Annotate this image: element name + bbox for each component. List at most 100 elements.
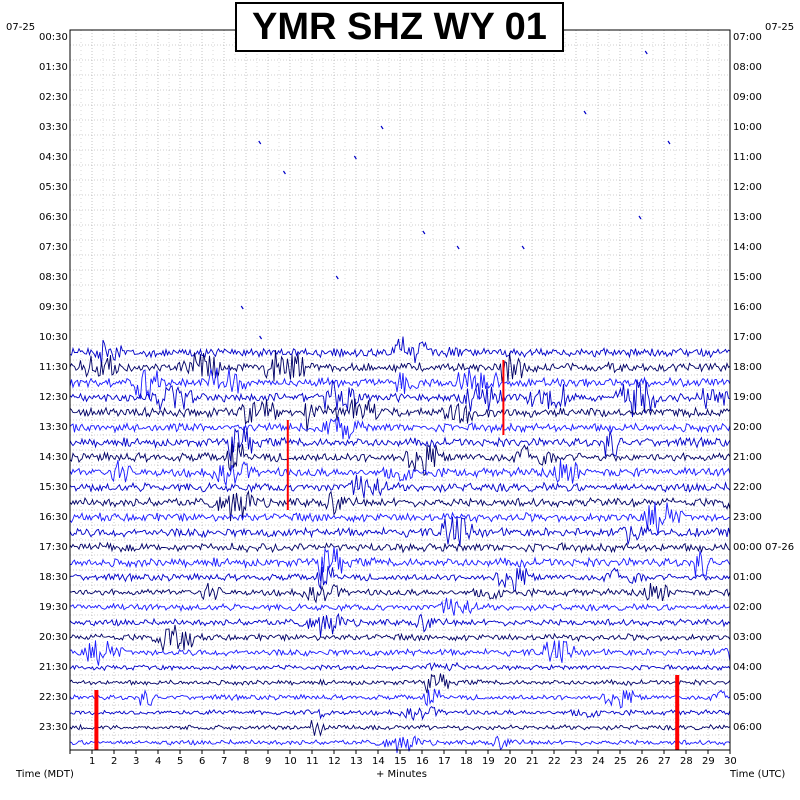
trace-speck (258, 140, 262, 145)
trace-row (69, 350, 731, 382)
trace-speck (667, 140, 671, 145)
x-tick-label: 23 (570, 756, 583, 767)
left-time-label: 06:30 (39, 211, 68, 223)
trace-speck (521, 245, 525, 250)
right-time-label: 12:00 (733, 181, 762, 193)
trace-row (69, 688, 731, 709)
right-time-label: 13:00 (733, 211, 762, 223)
left-time-label: 21:30 (39, 661, 68, 673)
left-time-label: 22:30 (39, 691, 68, 703)
x-tick-label: 13 (350, 756, 363, 767)
trace-row (69, 597, 731, 616)
right-time-label: 11:00 (733, 151, 762, 163)
right-time-label: 07:00 (733, 31, 762, 43)
right-time-label: 16:00 (733, 301, 762, 313)
left-time-label: 07:30 (39, 241, 68, 253)
right-time-label: 14:00 (733, 241, 762, 253)
x-tick-label: 25 (614, 756, 627, 767)
left-time-label: 15:30 (39, 481, 68, 493)
x-tick-label: 3 (133, 756, 140, 767)
x-tick-label: 12 (328, 756, 341, 767)
trace-speck (259, 335, 263, 340)
right-time-label: 23:00 (733, 511, 762, 523)
trace-row (69, 720, 731, 737)
left-time-label: 13:30 (39, 421, 68, 433)
x-tick-label: 11 (306, 756, 319, 767)
x-tick-label: 4 (155, 756, 162, 767)
trace-row (69, 624, 731, 652)
right-time-label: 10:00 (733, 121, 762, 133)
right-time-label: 00:00 07-26 (733, 541, 795, 553)
x-tick-label: 22 (548, 756, 561, 767)
left-axis-label: Time (MDT) (16, 769, 74, 780)
left-time-label: 17:30 (39, 541, 68, 553)
right-time-label: 17:00 (733, 331, 762, 343)
date-left: 07-25 (6, 22, 36, 33)
x-tick-label: 17 (438, 756, 451, 767)
x-tick-label: 8 (243, 756, 250, 767)
right-axis-label: Time (UTC) (730, 769, 786, 780)
x-tick-label: 1 (89, 756, 96, 767)
left-time-label: 23:30 (39, 721, 68, 733)
trace-speck (282, 170, 286, 175)
x-tick-label: 20 (504, 756, 517, 767)
trace-row (69, 640, 731, 666)
trace-row (69, 501, 731, 535)
x-tick-label: 9 (265, 756, 272, 767)
trace-row (69, 582, 731, 604)
trace-row (69, 367, 731, 401)
seismic-traces (69, 35, 731, 754)
x-axis-label: + Minutes (376, 769, 427, 780)
left-time-label: 16:30 (39, 511, 68, 523)
x-tick-label: 24 (592, 756, 605, 767)
x-tick-label: 16 (416, 756, 429, 767)
trace-row (69, 442, 731, 477)
trace-row (69, 459, 731, 486)
trace-row (69, 474, 731, 499)
right-time-label: 18:00 (733, 361, 762, 373)
left-time-label: 11:30 (39, 361, 68, 373)
chart-title: YMR SHZ WY 01 (252, 5, 547, 48)
right-time-label: 03:00 (733, 631, 762, 643)
left-time-label: 09:30 (39, 301, 68, 313)
trace-speck (353, 155, 357, 160)
right-time-label: 02:00 (733, 601, 762, 613)
x-tick-label: 18 (460, 756, 473, 767)
trace-row (69, 541, 731, 554)
x-tick-label: 14 (372, 756, 385, 767)
trace-speck (583, 110, 587, 115)
trace-row (69, 661, 731, 672)
right-time-label: 06:00 (733, 721, 762, 733)
left-time-label: 00:30 (39, 31, 68, 43)
trace-row (69, 426, 731, 462)
trace-speck (638, 215, 642, 220)
trace-row (69, 489, 731, 522)
right-time-label: 20:00 (733, 421, 762, 433)
trace-row (69, 705, 731, 721)
left-time-label: 14:30 (39, 451, 68, 463)
left-time-label: 02:30 (39, 91, 68, 103)
trace-row (69, 516, 731, 547)
x-tick-label: 26 (636, 756, 649, 767)
x-tick-label: 15 (394, 756, 407, 767)
right-time-label: 01:00 (733, 571, 762, 583)
right-time-label: 04:00 (733, 661, 762, 673)
right-time-label: 22:00 (733, 481, 762, 493)
title-box: YMR SHZ WY 01 (235, 2, 564, 52)
date-right: 07-25 (765, 22, 795, 33)
left-time-label: 18:30 (39, 571, 68, 583)
x-tick-label: 5 (177, 756, 184, 767)
trace-row (69, 612, 731, 637)
left-time-label: 01:30 (39, 61, 68, 73)
axis-ticks (69, 750, 731, 754)
right-time-label: 15:00 (733, 271, 762, 283)
x-tick-label: 10 (284, 756, 297, 767)
trace-row (69, 416, 731, 440)
left-time-label: 19:30 (39, 601, 68, 613)
right-time-label: 05:00 (733, 691, 762, 703)
trace-row (69, 379, 731, 418)
x-tick-label: 30 (724, 756, 737, 767)
trace-row (69, 565, 731, 592)
trace-speck (644, 50, 648, 55)
